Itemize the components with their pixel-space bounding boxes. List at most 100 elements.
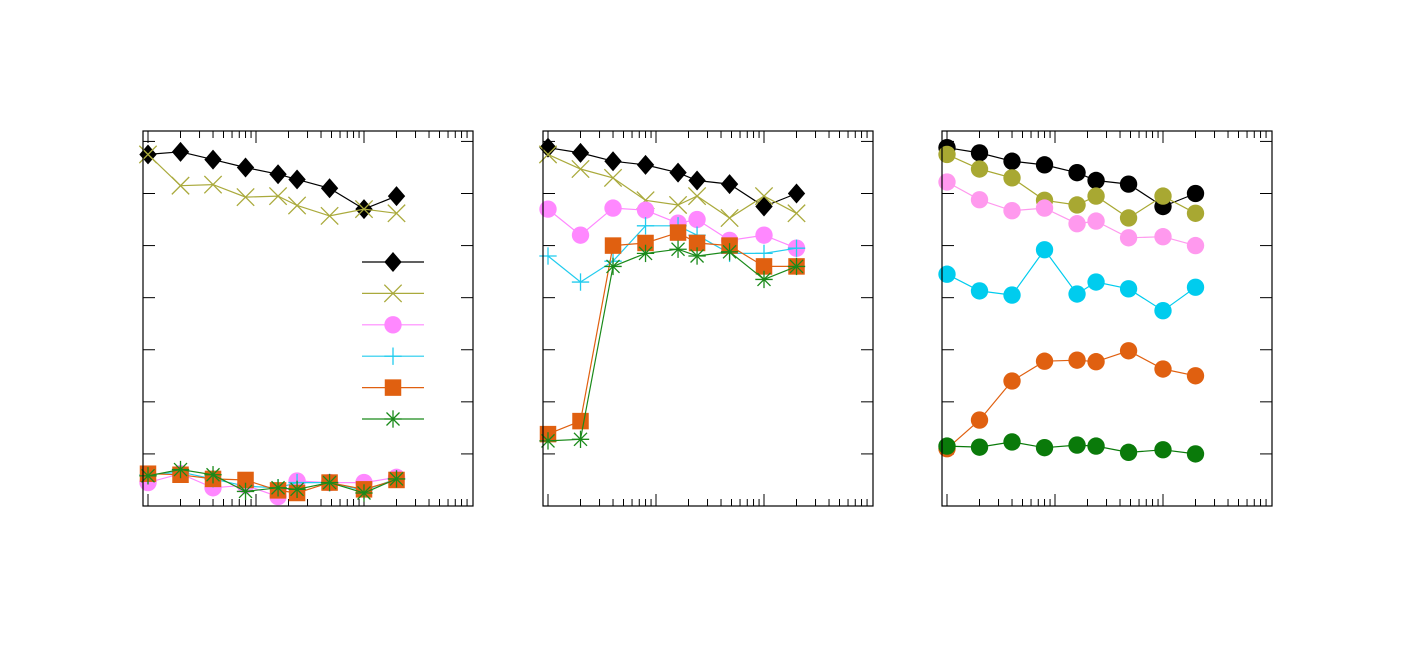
data-point-square-5 [688,234,706,252]
data-point-circle-8 [1186,236,1205,255]
data-point-circle-5 [1087,171,1105,190]
data-point-diamond-0 [539,137,557,158]
data-point-x-2 [603,168,623,188]
legend-entry-1 [362,284,424,303]
data-point-star-7 [755,270,773,289]
series-2 [539,199,806,257]
legend-entry-4 [362,379,424,396]
series-5 [938,433,1205,463]
data-point-circle-4 [1068,163,1086,182]
data-point-diamond-3 [236,157,255,178]
data-point-circle-4 [1068,436,1086,454]
data-point-x-3 [236,188,255,207]
data-point-diamond-4 [669,162,687,183]
data-point-circle-7 [1154,187,1172,205]
data-point-circle-6 [1119,443,1138,462]
data-point-circle-8 [1186,184,1205,203]
data-point-star-5 [688,247,706,265]
data-point-circle-3 [636,201,655,219]
data-point-square-7 [755,258,773,275]
data-point-circle-7 [1154,302,1172,320]
data-point-circle-5 [688,210,706,229]
chart-legend [362,252,424,428]
data-point-star-0 [139,467,157,485]
data-point-diamond-4 [269,164,287,185]
data-point-star-1 [571,430,590,449]
axis-ticks [942,131,1272,506]
plot-frame [142,130,474,507]
data-point-circle-2 [1003,372,1021,390]
data-point-circle-5 [1087,353,1105,371]
data-point-diamond-5 [288,169,306,190]
data-point-circle-3 [1035,241,1054,259]
data-point-diamond-1 [171,141,190,162]
data-point-diamond-2 [604,151,622,172]
data-point-star-legend-5 [384,410,402,428]
data-point-circle-6 [1119,229,1138,247]
data-point-circle-3 [1035,199,1054,217]
plot-frame [542,130,874,507]
data-point-circle-1 [571,226,590,244]
data-point-circle-2 [1003,286,1021,304]
series-1 [938,145,1205,227]
data-point-x-1 [571,159,590,179]
data-point-square-1 [572,412,589,430]
data-point-circle-6 [1119,280,1138,298]
data-point-x-7 [754,186,774,206]
data-point-circle-6 [1119,342,1138,360]
data-point-circle-8 [1186,204,1205,222]
data-point-circle-6 [1119,209,1138,227]
data-point-circle-0 [539,200,557,218]
plot-frame [941,130,1273,507]
data-point-circle-0 [938,173,956,191]
data-point-circle-4 [1068,351,1086,369]
data-point-diamond-8 [387,186,406,207]
legend-entry-0 [362,252,424,272]
data-point-circle-0 [938,437,956,455]
data-point-diamond-7 [755,196,773,217]
data-point-plus-3 [636,217,655,235]
data-point-star-2 [204,466,222,484]
data-point-x-legend-1 [383,284,403,303]
data-point-circle-5 [1087,212,1105,230]
data-point-x-5 [687,186,707,206]
legend-entry-2 [362,316,424,334]
data-point-circle-7 [1154,360,1172,378]
series-5 [139,460,406,502]
series-1 [138,145,406,226]
data-point-circle-3 [1035,352,1054,370]
data-point-star-8 [787,257,806,276]
data-point-circle-8 [1186,278,1205,296]
data-point-circle-8 [1186,445,1205,463]
series-3 [938,241,1205,320]
data-point-circle-7 [755,226,773,244]
data-point-circle-0 [938,265,956,283]
data-point-circle-2 [1003,202,1021,220]
chart-panel-middle [538,130,874,507]
data-point-x-6 [720,208,739,228]
data-point-circle-1 [970,282,989,300]
data-point-circle-3 [1035,156,1054,174]
data-point-diamond-2 [204,149,222,170]
data-point-x-7 [354,199,374,219]
data-point-circle-1 [970,438,989,456]
data-point-diamond-1 [571,142,590,163]
series-5 [539,240,806,450]
data-point-square-3 [637,234,654,252]
data-point-circle-5 [1087,437,1105,455]
data-point-circle-legend-2 [384,316,402,334]
data-point-x-2 [203,175,223,194]
data-point-circle-5 [1087,273,1105,291]
chart-panel-right [938,130,1273,507]
data-point-x-8 [787,204,806,223]
data-point-plus-legend-3 [384,347,402,365]
data-point-circle-4 [1068,285,1086,303]
data-point-star-3 [236,482,255,501]
data-point-star-0 [539,432,557,450]
data-point-x-6 [320,206,339,226]
data-point-circle-4 [1068,215,1086,233]
data-point-star-5 [288,480,306,499]
series-1 [538,145,806,228]
